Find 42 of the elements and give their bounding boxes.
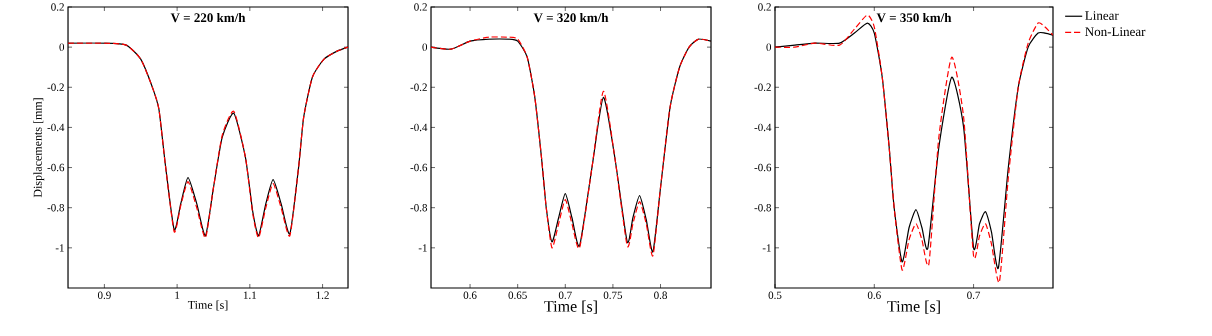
y-tick-label: 0.2 — [414, 3, 427, 11]
y-tick-label: 0 — [422, 43, 428, 51]
y-tick-label: -0.8 — [754, 203, 772, 212]
x-tick-label: 0.6 — [867, 291, 881, 299]
x-tick-label: 1 — [175, 291, 180, 299]
x-tick-label: 0.65 — [508, 291, 527, 299]
x-tick-label: 0.5 — [768, 291, 782, 299]
y-tick-label: -1 — [418, 244, 427, 252]
x-tick-label: 1.2 — [316, 291, 329, 299]
x-axis-title: Time [s] — [544, 300, 597, 314]
y-axis-title: Displacements [mm] — [33, 98, 45, 198]
y-tick-label: -0.6 — [410, 163, 428, 172]
y-tick-label: -1 — [55, 244, 64, 252]
y-tick-label: -0.2 — [754, 83, 771, 92]
chart-title: V = 220 km/h — [170, 12, 246, 23]
y-tick-label: 0.2 — [758, 3, 771, 11]
x-axis-title: Time [s] — [187, 300, 228, 311]
y-tick-label: -0.8 — [47, 203, 65, 212]
y-tick-label: -0.8 — [410, 203, 428, 212]
y-tick-label: 0 — [766, 43, 772, 51]
x-tick-label: 1.1 — [243, 291, 257, 299]
x-tick-label: 0.7 — [967, 291, 981, 299]
x-tick-label: 0.8 — [654, 291, 667, 299]
legend-label: Non-Linear — [1085, 27, 1146, 37]
y-tick-label: 0.2 — [51, 3, 64, 11]
y-tick-label: -0.4 — [47, 123, 65, 132]
legend-label: Linear — [1085, 11, 1119, 20]
x-axis-title: Time [s] — [887, 300, 940, 314]
y-tick-label: -0.6 — [47, 163, 65, 172]
x-tick-label: 0.6 — [463, 291, 477, 299]
y-tick-label: -0.2 — [410, 83, 427, 92]
y-tick-label: -0.4 — [410, 123, 428, 132]
x-tick-label: 0.7 — [558, 291, 572, 299]
x-tick-label: 0.9 — [97, 291, 111, 299]
y-tick-label: -1 — [762, 244, 771, 252]
y-tick-label: -0.4 — [754, 123, 772, 132]
chart-title: V = 320 km/h — [533, 12, 609, 23]
x-tick-label: 0.75 — [603, 291, 623, 299]
y-tick-label: -0.2 — [47, 83, 64, 92]
chart-title: V = 350 km/h — [876, 12, 952, 23]
y-tick-label: 0 — [59, 43, 65, 51]
y-tick-label: -0.6 — [754, 163, 772, 172]
